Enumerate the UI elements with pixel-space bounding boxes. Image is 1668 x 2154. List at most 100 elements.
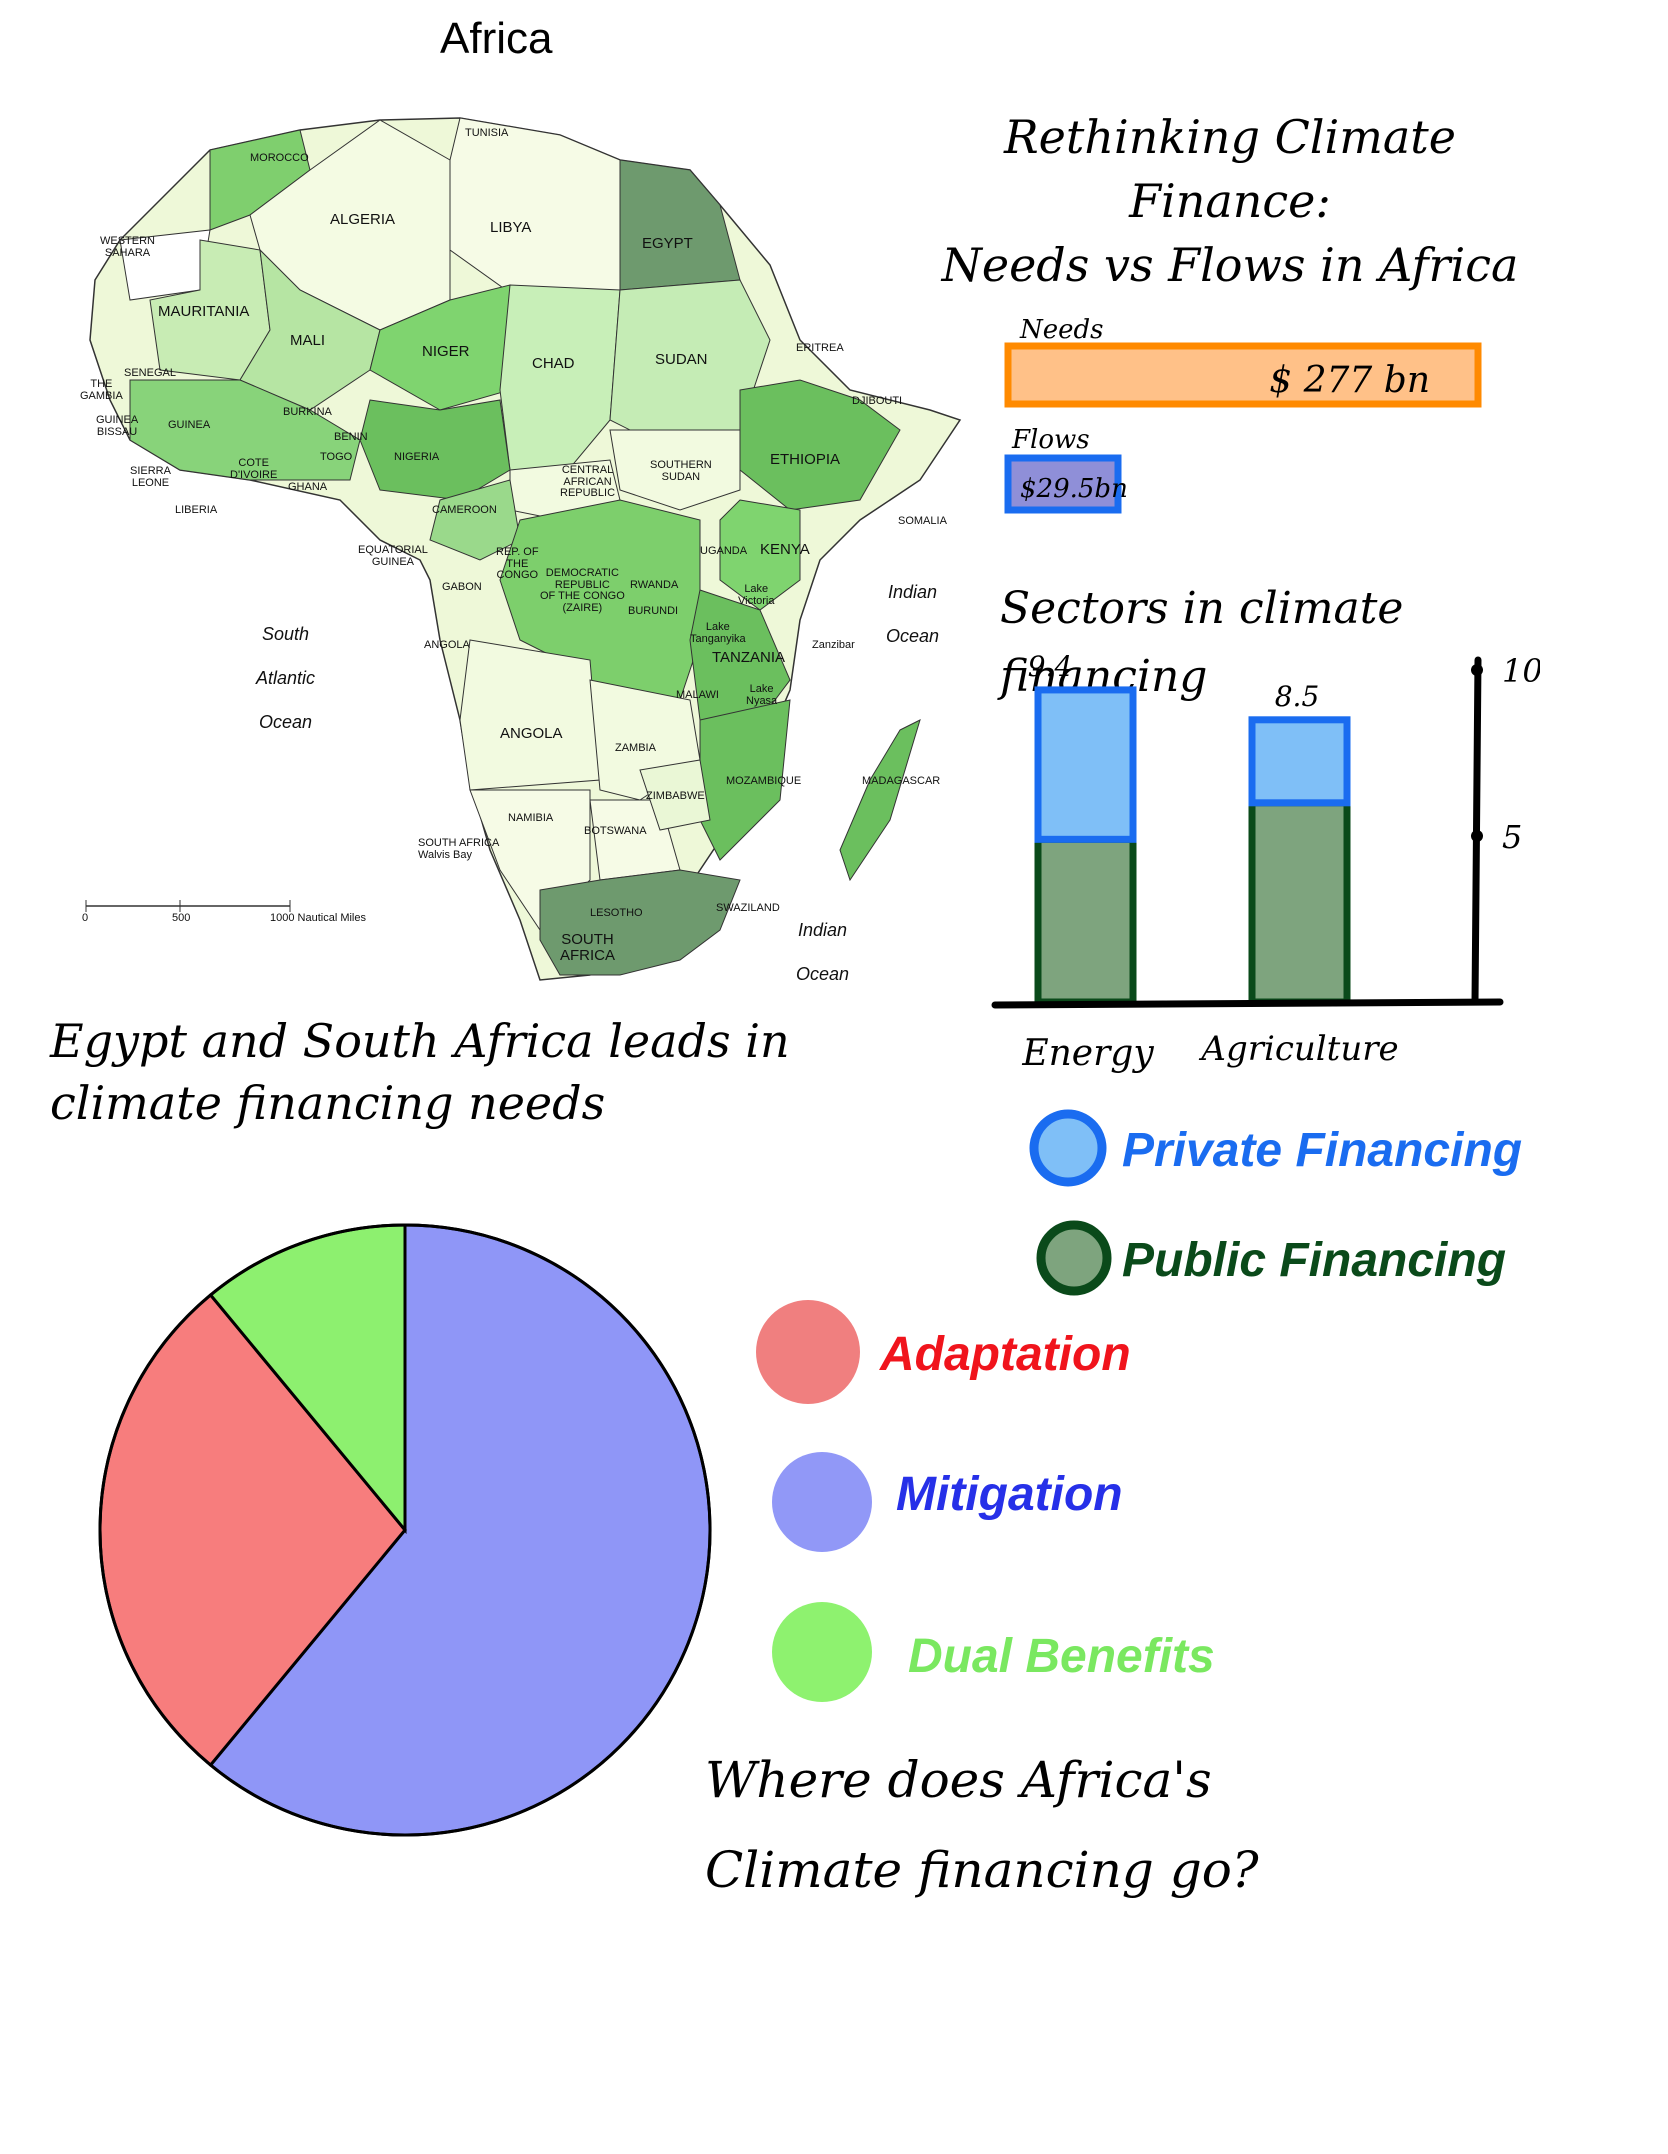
africa-map	[85, 117, 962, 981]
scale-label-end: 1000 Nautical Miles	[270, 912, 366, 924]
map-title: Africa	[440, 14, 553, 63]
bar-energy-public	[1034, 835, 1137, 1006]
map-label: SOUTHERN SUDAN	[650, 459, 712, 483]
needs-label: Needs	[1019, 315, 1104, 345]
map-label: THE GAMBIA	[80, 378, 123, 402]
legend-swatch-private	[1029, 1109, 1107, 1187]
legend-label-dual-benefits: Dual Benefits	[908, 1630, 1215, 1683]
map-label: GABON	[442, 581, 482, 593]
total-label-energy: 9.4	[1028, 650, 1073, 683]
map-label: GHANA	[288, 481, 328, 493]
map-label: ERITREA	[796, 342, 844, 354]
map-label: TUNISIA	[465, 127, 509, 139]
region-nigeria	[359, 399, 511, 501]
map-label: CENTRAL AFRICAN REPUBLIC	[560, 464, 616, 500]
scale-label-mid: 500	[172, 912, 191, 924]
map-label: COTE D'IVOIRE	[230, 457, 278, 481]
map-label: KENYA	[760, 541, 810, 558]
y-tick	[1471, 664, 1483, 676]
legend-swatch-mitigation	[772, 1452, 872, 1552]
ocean-label-south-atlantic: South Atlantic Ocean	[256, 624, 316, 732]
map-label: NIGERIA	[394, 451, 440, 463]
map-label: SENEGAL	[124, 367, 176, 379]
total-label-agriculture: 8.5	[1275, 680, 1320, 713]
region-south-sudan	[609, 429, 741, 511]
map-label: DEMOCRATIC REPUBLIC OF THE CONGO (ZAIRE)	[540, 567, 625, 614]
map-label: Lake Nyasa	[746, 683, 778, 707]
map-label: ANGOLA	[500, 725, 563, 742]
category-label-energy: Energy	[1021, 1033, 1154, 1074]
map-label: ANGOLA	[424, 639, 470, 651]
map-label: LIBERIA	[175, 504, 218, 516]
category-label-agriculture: Agriculture	[1198, 1029, 1398, 1069]
ocean-label-indian-south: Indian Ocean	[796, 920, 850, 984]
sectors-title: Sectors in climate financing	[1000, 583, 1404, 702]
map-label: CAMEROON	[432, 504, 497, 516]
map-label: Zanzibar	[812, 639, 855, 651]
map-label: GUINEA	[168, 419, 211, 431]
map-label: Lake Victoria	[738, 583, 775, 607]
legend-label-mitigation: Mitigation	[896, 1468, 1123, 1521]
sectors-legend: Private Financing Public Financing	[1029, 1109, 1522, 1296]
region-west-coast	[129, 379, 361, 481]
map-label: SOUTH AFRICA Walvis Bay	[418, 837, 500, 861]
map-label: MOROCCO	[250, 152, 309, 164]
map-label: LIBYA	[490, 219, 532, 236]
legend-swatch-public	[1036, 1220, 1112, 1296]
map-label: WESTERN SAHARA	[100, 235, 155, 259]
question-text: Where does Africa's Climate financing go…	[705, 1751, 1259, 1899]
flows-label: Flows	[1011, 425, 1090, 455]
map-label: MOZAMBIQUE	[726, 775, 802, 787]
map-label: ALGERIA	[330, 211, 396, 228]
flows-value-label: $29.5bn	[1020, 474, 1128, 504]
flows-bar	[1004, 454, 1122, 514]
map-label: BURKINA	[283, 406, 332, 418]
legend-label-public: Public Financing	[1122, 1234, 1506, 1287]
infographic-title: Rethinking Climate Finance: Needs vs Flo…	[941, 110, 1519, 292]
map-label: SOMALIA	[898, 515, 947, 527]
map-label: MAURITANIA	[158, 303, 250, 320]
map-label: BOTSWANA	[584, 825, 647, 837]
map-label: ZAMBIA	[615, 742, 656, 754]
region-egypt	[619, 159, 741, 291]
map-label: SIERRA LEONE	[130, 465, 171, 489]
map-label: RWANDA	[630, 579, 679, 591]
map-label: EGYPT	[642, 235, 693, 252]
map-label: GUINEA BISSAU	[96, 414, 139, 438]
map-label: Lake Tanganyika	[690, 621, 746, 645]
map-label: MALI	[290, 332, 326, 349]
note-text: Egypt and South Africa leads in climate …	[50, 1014, 790, 1130]
sectors-chart: 9.4 8.5 5 10 Energy Agriculture	[991, 650, 1540, 1074]
pie-outline	[98, 1223, 712, 1837]
y-tick-label: 5	[1502, 818, 1522, 856]
map-label: ZIMBABWE	[646, 790, 705, 802]
pie-chart	[98, 1223, 712, 1837]
bar-agriculture-public	[1248, 799, 1351, 1006]
map-label: BURUNDI	[628, 605, 679, 617]
map-label: BENIN	[334, 431, 368, 443]
legend-swatch-dual-benefits	[772, 1602, 872, 1702]
needs-flows-chart: Needs $ 277 bn Flows $29.5bn	[1004, 315, 1482, 514]
y-tick	[1471, 830, 1483, 842]
needs-bar	[1004, 342, 1482, 408]
region-zimbabwe	[639, 759, 711, 831]
map-label: NIGER	[422, 343, 470, 360]
region-madagascar	[839, 719, 921, 882]
ocean-label-indian-east: Indian Ocean	[886, 582, 940, 646]
region-cameroon	[429, 479, 521, 561]
legend-label-private: Private Financing	[1122, 1124, 1522, 1177]
map-label: SWAZILAND	[716, 902, 780, 914]
map-label: LESOTHO	[590, 907, 643, 919]
map-label: REP. OF THE CONGO	[496, 546, 539, 582]
region-ethiopia	[739, 379, 901, 511]
region-mali	[239, 248, 381, 411]
bar-energy-private	[1034, 686, 1137, 843]
region-angola	[459, 639, 601, 791]
needs-value-label: $ 277 bn	[1269, 360, 1430, 401]
x-axis	[991, 998, 1504, 1009]
map-label: SOUTH AFRICA	[560, 931, 616, 964]
map-label: TOGO	[320, 451, 353, 463]
map-label: SUDAN	[655, 351, 708, 368]
map-label: DJIBOUTI	[852, 395, 903, 407]
map-label: EQUATORIAL GUINEA	[358, 544, 428, 568]
